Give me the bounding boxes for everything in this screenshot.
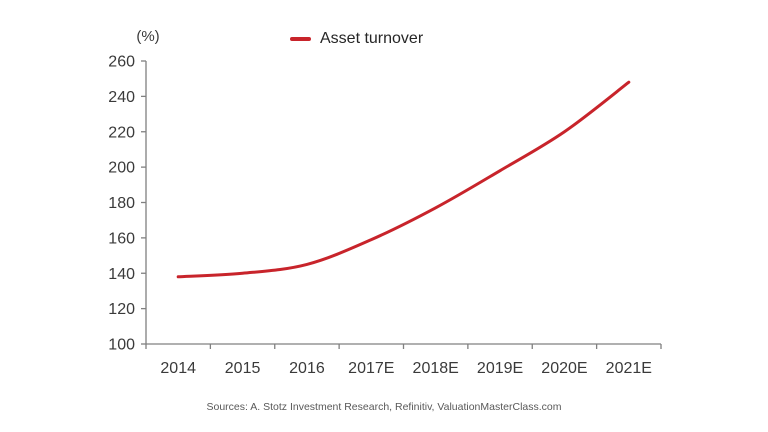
- x-tick-label: 2016: [289, 360, 325, 377]
- x-tick-label: 2021E: [606, 360, 652, 377]
- x-tick-label: 2018E: [413, 360, 459, 377]
- y-axis-unit-label: (%): [136, 28, 160, 45]
- asset-turnover-line: [176, 80, 631, 279]
- legend: Asset turnover: [290, 30, 423, 48]
- source-note: Sources: A. Stotz Investment Research, R…: [206, 401, 562, 413]
- y-tick-label: 200: [108, 160, 135, 177]
- y-tick-label: 160: [108, 230, 135, 247]
- y-tick-label: 220: [108, 124, 135, 141]
- y-tick-label: 120: [108, 301, 135, 318]
- x-tick-label: 2014: [160, 360, 196, 377]
- x-tick-label: 2017E: [348, 360, 394, 377]
- legend-line-icon: [290, 37, 311, 41]
- legend-label: Asset turnover: [320, 30, 424, 47]
- y-tick-label: 260: [108, 54, 135, 71]
- x-tick-label: 2019E: [477, 360, 523, 377]
- y-tick-label: 240: [108, 89, 135, 106]
- x-tick-label: 2015: [225, 360, 261, 377]
- y-tick-label: 140: [108, 266, 135, 283]
- y-tick-label: 180: [108, 195, 135, 212]
- y-tick-label: 100: [108, 337, 135, 354]
- x-tick-label: 2020E: [541, 360, 587, 377]
